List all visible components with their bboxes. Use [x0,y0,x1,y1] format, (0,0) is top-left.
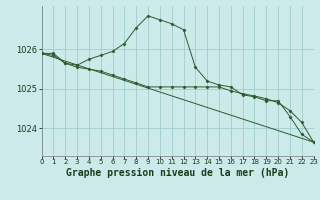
X-axis label: Graphe pression niveau de la mer (hPa): Graphe pression niveau de la mer (hPa) [66,168,289,178]
